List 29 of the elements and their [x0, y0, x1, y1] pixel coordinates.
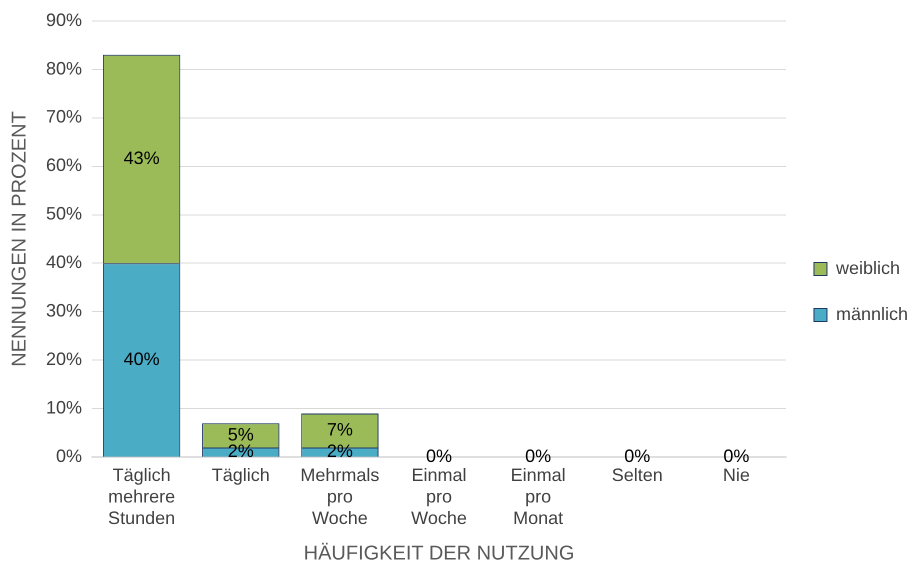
x-tick-label: Täglich [212, 464, 270, 485]
y-tick-label: 70% [46, 106, 82, 127]
y-tick-label: 0% [56, 446, 82, 466]
y-tick-label: 40% [46, 252, 82, 272]
x-tick-label: Einmal pro Woche [411, 464, 467, 528]
data-label: 0% [426, 446, 452, 466]
x-tick-label: Mehrmals pro Woche [300, 464, 380, 528]
data-label: 43% [124, 148, 160, 168]
legend-label: weiblich [834, 258, 900, 278]
y-tick-label: 30% [46, 300, 82, 321]
data-label: 40% [124, 348, 160, 369]
y-tick-label: 90% [46, 10, 82, 30]
x-tick-label: Einmal pro Monat [510, 464, 566, 528]
y-tick-label: 60% [46, 155, 82, 176]
y-tick-label: 20% [46, 349, 82, 370]
y-tick-label: 10% [46, 398, 82, 418]
data-label: 0% [525, 446, 552, 466]
x-tick-label: Täglich mehrere Stunden [108, 464, 176, 528]
x-tick-label: Selten [612, 464, 663, 485]
data-label: 0% [624, 446, 650, 466]
data-label: 0% [723, 446, 750, 466]
y-axis-title: NENNUNGEN IN PROZENT [8, 111, 31, 367]
legend-label: männlich [836, 304, 908, 324]
y-tick-label: 80% [46, 58, 82, 78]
data-label: 7% [326, 420, 353, 440]
x-axis-title: HÄUFIGKEIT DER NUTZUNG [304, 542, 574, 565]
data-label: 5% [228, 424, 254, 444]
y-tick-label: 50% [46, 204, 82, 224]
x-tick-label: Nie [722, 464, 750, 485]
